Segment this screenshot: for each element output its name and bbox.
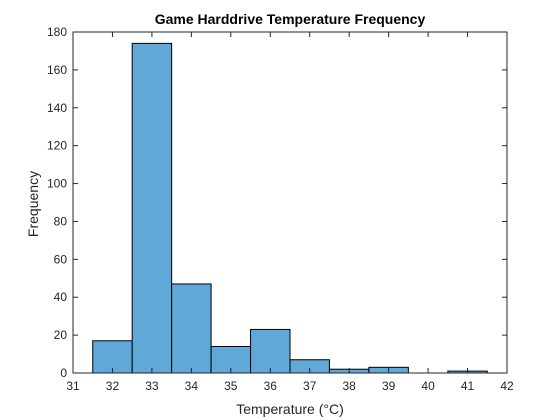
- chart-title: Game Harddrive Temperature Frequency: [155, 11, 426, 27]
- x-tick-label-38: 38: [343, 379, 357, 393]
- y-axis-ticks: 0 20 40 60 80 100 120 140 160 180: [47, 25, 507, 380]
- histogram-bar-1: [131, 42, 173, 374]
- histogram-bar-4: [250, 328, 291, 374]
- plot-area-box: [72, 31, 508, 374]
- y-tick-label-20: 20: [54, 328, 68, 342]
- x-tick-label-37: 37: [303, 379, 317, 393]
- histogram-bar-0: [92, 340, 133, 374]
- x-tick-label-33: 33: [145, 379, 159, 393]
- x-tick-label-39: 39: [382, 379, 396, 393]
- bars-group: [92, 42, 488, 374]
- y-tick-label-160: 160: [47, 63, 67, 77]
- y-tick-label-0: 0: [60, 366, 67, 380]
- y-tick-label-180: 180: [47, 25, 67, 39]
- y-tick-label-80: 80: [54, 214, 68, 228]
- y-axis-label: Frequency: [25, 171, 41, 237]
- y-tick-label-120: 120: [47, 139, 67, 153]
- y-tick-label-60: 60: [54, 252, 68, 266]
- x-tick-label-42: 42: [500, 379, 514, 393]
- histogram-bar-2: [171, 283, 212, 374]
- x-tick-label-36: 36: [264, 379, 278, 393]
- x-tick-label-32: 32: [106, 379, 120, 393]
- x-tick-label-34: 34: [185, 379, 199, 393]
- x-axis-ticks: 31 32 33 34 35 36 37 38 39 40 41 42: [66, 32, 514, 393]
- x-tick-label-35: 35: [224, 379, 238, 393]
- x-tick-label-41: 41: [461, 379, 475, 393]
- x-tick-label-40: 40: [421, 379, 435, 393]
- y-tick-label-100: 100: [47, 177, 67, 191]
- x-axis-label: Temperature (°C): [236, 401, 344, 417]
- y-tick-label-140: 140: [47, 101, 67, 115]
- y-tick-label-40: 40: [54, 290, 68, 304]
- x-tick-label-31: 31: [66, 379, 80, 393]
